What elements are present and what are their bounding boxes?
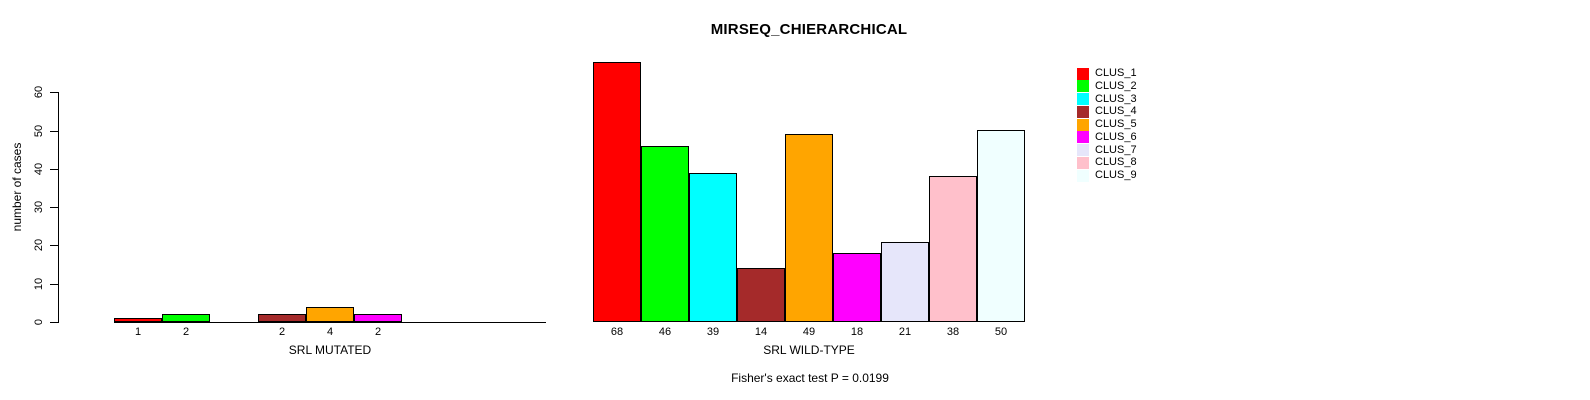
y-axis-tick: [50, 284, 58, 285]
y-axis-tick: [50, 169, 58, 170]
bar-count-label: 18: [850, 326, 864, 338]
y-axis-tick-label: 40: [33, 162, 45, 176]
y-axis-tick: [50, 207, 58, 208]
legend-label: CLUS_5: [1095, 118, 1137, 130]
bar-wild-type-clus_8: [929, 176, 977, 322]
bar-count-label: 50: [994, 326, 1008, 338]
chart-title: MIRSEQ_CHIERARCHICAL: [710, 21, 908, 38]
legend-swatch: [1077, 105, 1089, 118]
legend-label: CLUS_2: [1095, 79, 1137, 92]
legend-label: CLUS_9: [1095, 169, 1137, 181]
y-axis-tick-label: 50: [33, 124, 45, 138]
legend-swatch: [1077, 67, 1089, 80]
x-axis-label-wild-type: SRL WILD-TYPE: [763, 343, 855, 357]
legend-label: CLUS_8: [1095, 156, 1137, 169]
legend-label: CLUS_4: [1095, 105, 1137, 118]
y-axis-tick-label: 30: [33, 200, 45, 214]
bar-count-label: 2: [278, 326, 286, 338]
bar-wild-type-clus_2: [641, 146, 689, 322]
legend-swatch: [1077, 144, 1089, 156]
y-axis-tick-label: 0: [33, 318, 45, 326]
legend-item-clus_3: CLUS_3: [1077, 93, 1137, 106]
y-axis-tick: [50, 131, 58, 132]
bar-count-label: 2: [182, 326, 190, 338]
legend-item-clus_1: CLUS_1: [1077, 67, 1137, 80]
y-axis-tick: [50, 92, 58, 93]
bar-count-label: 46: [658, 326, 672, 338]
legend-label: CLUS_6: [1095, 130, 1137, 143]
legend-swatch: [1077, 80, 1089, 93]
bar-count-label: 39: [706, 326, 720, 338]
bar-count-label: 1: [134, 326, 142, 338]
fisher-test-annotation: Fisher's exact test P = 0.0199: [731, 371, 889, 385]
bar-wild-type-clus_9: [977, 130, 1025, 322]
bar-wild-type-clus_7: [881, 242, 929, 322]
x-axis-label-mutated: SRL MUTATED: [288, 343, 372, 357]
legend-item-clus_7: CLUS_7: [1077, 144, 1137, 157]
bar-mutated-clus_6: [354, 314, 402, 322]
y-axis-tick: [50, 322, 58, 323]
bar-count-label: 38: [946, 326, 960, 338]
legend-item-clus_9: CLUS_9: [1077, 169, 1137, 182]
bar-count-label: 4: [326, 326, 334, 338]
legend-item-clus_6: CLUS_6: [1077, 131, 1137, 144]
legend-label: CLUS_7: [1095, 143, 1137, 156]
y-axis-label: number of cases: [10, 142, 24, 232]
bar-wild-type-clus_3: [689, 173, 737, 322]
legend-item-clus_5: CLUS_5: [1077, 118, 1137, 131]
legend-item-clus_2: CLUS_2: [1077, 80, 1137, 93]
legend-swatch: [1077, 169, 1089, 182]
bar-mutated-clus_2: [162, 314, 210, 322]
legend-swatch: [1077, 93, 1089, 105]
legend-label: CLUS_1: [1095, 67, 1137, 79]
y-axis-tick-label: 60: [33, 85, 45, 99]
bar-wild-type-clus_5: [785, 134, 833, 322]
legend-item-clus_8: CLUS_8: [1077, 156, 1137, 169]
bar-wild-type-clus_4: [737, 268, 785, 322]
bar-count-label: 68: [610, 326, 624, 338]
y-axis-tick-label: 20: [33, 238, 45, 252]
x-axis-line-mutated: [114, 322, 546, 323]
legend-item-clus_4: CLUS_4: [1077, 105, 1137, 118]
bar-mutated-clus_1: [114, 318, 162, 322]
bar-count-label: 2: [374, 326, 382, 338]
bar-count-label: 21: [898, 326, 912, 338]
bar-mutated-clus_5: [306, 307, 354, 322]
legend-label: CLUS_3: [1095, 92, 1137, 105]
legend-swatch: [1077, 131, 1089, 144]
bar-wild-type-clus_6: [833, 253, 881, 322]
legend-swatch: [1077, 156, 1089, 169]
bar-wild-type-clus_1: [593, 62, 641, 322]
bar-count-label: 14: [754, 326, 768, 338]
y-axis-tick: [50, 245, 58, 246]
legend-swatch: [1077, 118, 1089, 131]
y-axis-tick-label: 10: [33, 277, 45, 291]
bar-mutated-clus_4: [258, 314, 306, 322]
bar-count-label: 49: [802, 326, 816, 338]
y-axis-line: [58, 92, 59, 323]
